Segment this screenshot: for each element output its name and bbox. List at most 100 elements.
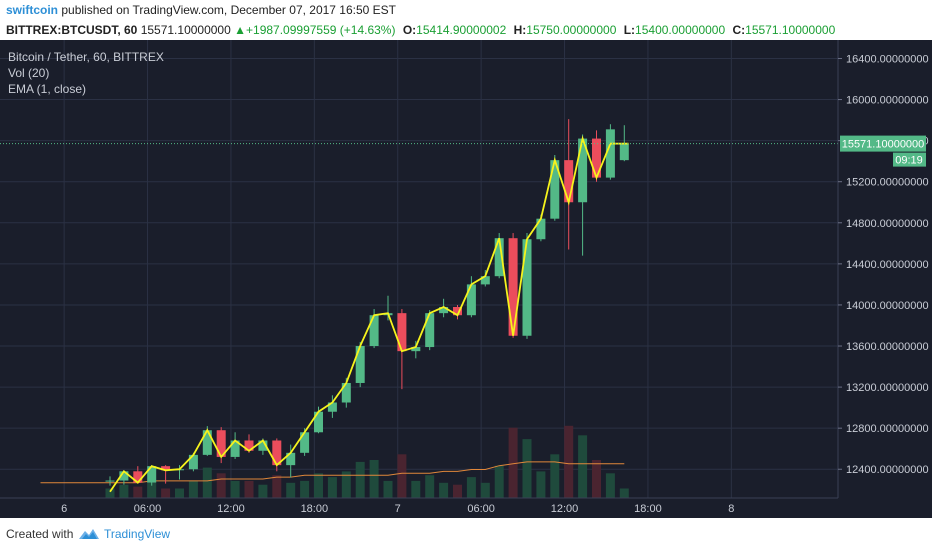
candle-body (230, 440, 240, 457)
time-tick-label: 06:00 (467, 503, 495, 515)
volume-bar (453, 484, 462, 498)
volume-bar (175, 488, 184, 498)
time-tick-label: 12:00 (217, 503, 245, 515)
candle-body (286, 452, 296, 466)
author-link[interactable]: swiftcoin (6, 3, 59, 17)
created-with-label: Created with (6, 527, 74, 541)
candle-body (592, 138, 601, 178)
volume-bar (397, 454, 407, 498)
volume-bar (300, 480, 310, 498)
volume-bar (188, 480, 198, 498)
volume-bar (272, 475, 282, 498)
grid-lines (0, 40, 838, 498)
candle-body (188, 454, 198, 470)
time-tick-label: 06:00 (134, 503, 162, 515)
volume-bar (341, 471, 351, 498)
volume-bar (216, 473, 226, 498)
volume-bar (592, 460, 601, 498)
publish-info: published on TradingView.com, December 0… (61, 3, 397, 17)
volume-bar (314, 473, 323, 498)
high-value: 15750.00000000 (526, 23, 617, 37)
volume-bar (202, 467, 212, 498)
volume-bar (536, 471, 546, 498)
candle-body (466, 284, 476, 316)
footer: Created with TradingView (0, 518, 932, 550)
tradingview-logo-icon (79, 529, 99, 539)
volume-bar (564, 425, 574, 498)
candle-body (550, 160, 560, 219)
low-label: L: (623, 23, 636, 37)
volume-bar (494, 465, 504, 498)
price-tick-label: 14800.00000000 (846, 218, 929, 230)
price-tick-label: 13200.00000000 (846, 382, 929, 394)
time-tick-labels: 6 06:00 12:00 18:00 7 06:00 12:00 18:00 8 (61, 503, 734, 515)
volume-bar (369, 460, 379, 498)
chart-area[interactable]: 12400.00000000 12800.00000000 13200.000000… (0, 40, 932, 518)
volume-bar (508, 427, 518, 498)
tradingview-link[interactable]: TradingView (104, 527, 171, 541)
volume-bar (578, 435, 588, 498)
volume-bar (133, 486, 143, 498)
candle-body (105, 480, 115, 482)
volume-bar (258, 484, 268, 498)
volume-bar (383, 480, 393, 498)
last-price-tag: 15571.10000000 09:19 (840, 135, 926, 167)
candle-body (536, 218, 546, 240)
candle-body (453, 306, 462, 316)
price-axis[interactable] (838, 40, 932, 518)
candle-body (369, 315, 379, 347)
candle-body (202, 430, 212, 455)
candlestick-chart[interactable]: 12400.00000000 12800.00000000 13200.000000… (0, 40, 932, 518)
volume-bar (522, 439, 532, 498)
ema-line (109, 135, 629, 493)
volume-bar (355, 461, 365, 498)
time-tick-label: 6 (61, 503, 67, 515)
candle-body (327, 402, 337, 412)
volume-bar (286, 482, 296, 498)
candle-body (605, 129, 615, 178)
open-label: O: (402, 23, 417, 37)
candle-body (411, 347, 421, 352)
candle-body (397, 313, 407, 352)
change-value: +1987.09997559 (+14.63%) (246, 23, 396, 37)
open-value: 15414.90000002 (416, 23, 507, 37)
time-tick-label: 18:00 (301, 503, 329, 515)
countdown-tag-bg (893, 152, 926, 167)
time-tick-label: 18:00 (634, 503, 662, 515)
publish-line: swiftcoin published on TradingView.com, … (0, 0, 932, 20)
time-tick-label: 12:00 (551, 503, 579, 515)
last-price-tag-text: 15571.10000000 (842, 139, 925, 151)
candle-body (258, 440, 268, 451)
last-value: 15571.10000000 (140, 23, 231, 37)
legend-ema: EMA (1, close) (8, 82, 86, 96)
chart-background (0, 40, 932, 518)
volume-bar (425, 475, 435, 498)
candle-body (494, 238, 504, 277)
symbol-label: BITTREX:BTCUSDT, 60 (6, 23, 138, 37)
close-value: 15571.10000000 (745, 23, 836, 37)
volume-bars (105, 425, 629, 498)
volume-bar (230, 480, 240, 498)
ema-polyline (109, 135, 629, 493)
volume-bar (147, 482, 157, 498)
volume-bar (480, 482, 490, 498)
candle-body (522, 239, 532, 336)
candle-body (119, 471, 129, 481)
volume-bar (605, 473, 615, 498)
candle-body (272, 440, 282, 466)
candle-body (578, 138, 588, 203)
candle-body (355, 346, 365, 383)
candle-body (244, 440, 254, 451)
volume-bar (411, 480, 421, 498)
volume-bar (327, 477, 337, 498)
volume-bar (619, 488, 629, 498)
time-tick-label: 7 (395, 503, 401, 515)
candle-body (147, 466, 157, 483)
volume-bar (105, 488, 115, 498)
candle-body (439, 306, 449, 314)
price-tick-label: 13600.00000000 (846, 341, 929, 353)
price-tick-label: 12400.00000000 (846, 464, 929, 476)
candle-body (300, 432, 310, 453)
legend-title: Bitcoin / Tether, 60, BITTREX (8, 50, 164, 64)
candle-body (425, 313, 435, 348)
